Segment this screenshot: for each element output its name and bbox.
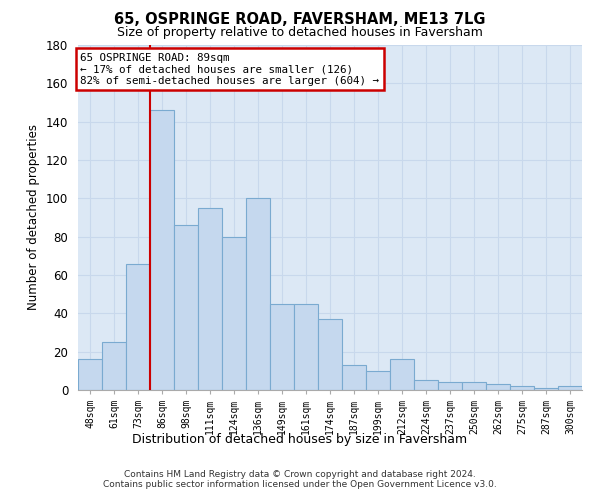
Bar [342,365,366,390]
Bar [414,380,438,390]
Bar [558,386,582,390]
Text: Distribution of detached houses by size in Faversham: Distribution of detached houses by size … [133,432,467,446]
Bar [318,319,342,390]
Bar [486,384,510,390]
Bar [222,236,246,390]
Bar [390,360,414,390]
Bar [510,386,534,390]
Bar [174,225,198,390]
Bar [270,304,294,390]
Bar [462,382,486,390]
Y-axis label: Number of detached properties: Number of detached properties [28,124,40,310]
Bar [294,304,318,390]
Text: Contains HM Land Registry data © Crown copyright and database right 2024.
Contai: Contains HM Land Registry data © Crown c… [103,470,497,489]
Bar [102,342,126,390]
Bar [534,388,558,390]
Bar [198,208,222,390]
Text: 65, OSPRINGE ROAD, FAVERSHAM, ME13 7LG: 65, OSPRINGE ROAD, FAVERSHAM, ME13 7LG [114,12,486,28]
Text: Size of property relative to detached houses in Faversham: Size of property relative to detached ho… [117,26,483,39]
Text: 65 OSPRINGE ROAD: 89sqm
← 17% of detached houses are smaller (126)
82% of semi-d: 65 OSPRINGE ROAD: 89sqm ← 17% of detache… [80,52,379,86]
Bar [438,382,462,390]
Bar [126,264,150,390]
Bar [246,198,270,390]
Bar [150,110,174,390]
Bar [366,371,390,390]
Bar [78,360,102,390]
